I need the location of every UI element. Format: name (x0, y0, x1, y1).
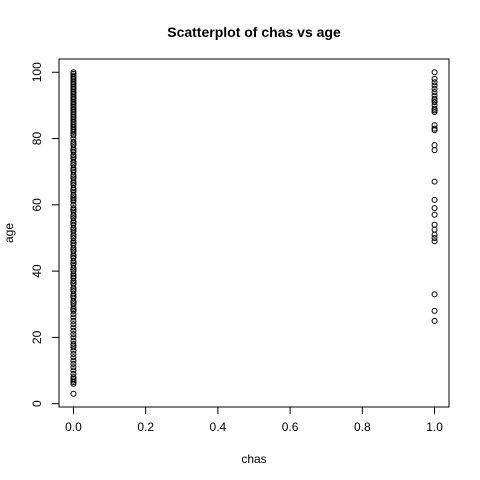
y-axis-label: age (2, 223, 16, 243)
data-point (432, 212, 437, 217)
plot-frame (59, 59, 449, 407)
data-points (71, 70, 437, 396)
data-point (432, 143, 437, 148)
data-point (432, 308, 437, 313)
x-tick-label: 0.0 (65, 420, 82, 434)
y-axis: 0 20 40 60 80 100 (30, 62, 59, 407)
x-tick-label: 0.6 (282, 420, 299, 434)
data-point (432, 239, 437, 244)
y-tick-label: 40 (30, 264, 44, 278)
y-tick-label: 100 (30, 62, 44, 82)
data-point (432, 70, 437, 75)
data-point (432, 318, 437, 323)
x-tick-label: 0.4 (210, 420, 227, 434)
data-point (432, 197, 437, 202)
data-point (432, 206, 437, 211)
data-point (71, 391, 76, 396)
data-point (432, 227, 437, 232)
data-point (432, 292, 437, 297)
y-tick-label: 60 (30, 198, 44, 212)
y-tick-label: 80 (30, 132, 44, 146)
y-tick-label: 20 (30, 330, 44, 344)
data-point (432, 222, 437, 227)
x-tick-label: 0.2 (137, 420, 154, 434)
chart-title: Scatterplot of chas vs age (167, 24, 341, 40)
x-axis-label: chas (241, 452, 266, 466)
x-axis: 0.0 0.2 0.4 0.6 0.8 1.0 (65, 407, 443, 434)
data-point (432, 148, 437, 153)
y-tick-label: 0 (30, 400, 44, 407)
x-tick-label: 0.8 (354, 420, 371, 434)
x-tick-label: 1.0 (426, 420, 443, 434)
data-point (432, 179, 437, 184)
